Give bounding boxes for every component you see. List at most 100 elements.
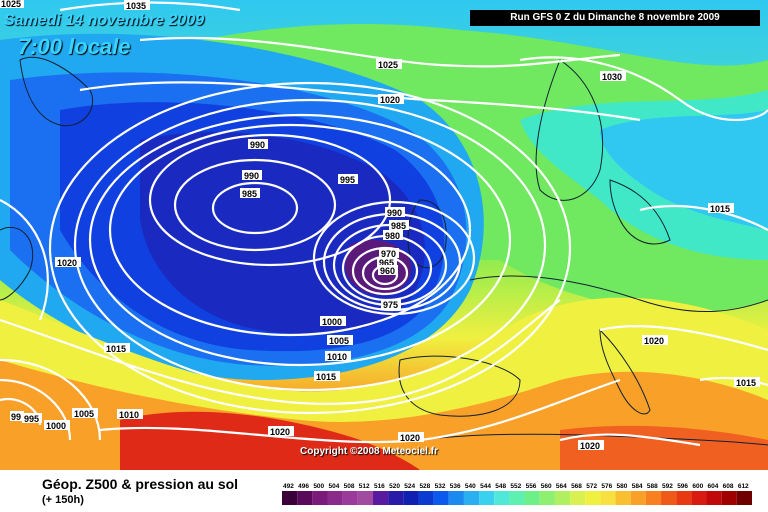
isobar-label: 990 <box>385 207 405 218</box>
scale-swatch <box>448 491 464 505</box>
scale-swatch <box>433 491 449 505</box>
coastline-canada <box>0 226 34 301</box>
isobar-label: 995 <box>338 174 358 185</box>
scale-tick-label: 548 <box>495 483 506 490</box>
scale-swatch <box>357 491 373 505</box>
forecast-date: Samedi 14 novembre 2009 <box>4 12 205 29</box>
scale-tick-label: 516 <box>374 483 385 490</box>
scale-tick-label: 604 <box>708 483 719 490</box>
isobar-1010 <box>48 81 572 415</box>
svg-text:1020: 1020 <box>580 441 600 451</box>
scale-tick-label: 588 <box>647 483 658 490</box>
isobar-label: 965 <box>377 257 397 268</box>
scale-tick-label: 552 <box>510 483 521 490</box>
scale-tick-label: 504 <box>328 483 339 490</box>
scale-tick-label: 564 <box>556 483 567 490</box>
coastline-europe-mainland <box>469 275 768 313</box>
isobar-label: 985 <box>389 220 409 231</box>
isobar-label: 1015 <box>314 371 340 382</box>
scale-tick-label: 560 <box>541 483 552 490</box>
legend-title: Géop. Z500 & pression au sol <box>42 476 239 492</box>
scale-swatch <box>327 491 343 505</box>
legend-subtitle: (+ 150h) <box>42 494 84 506</box>
svg-text:1020: 1020 <box>380 95 400 105</box>
svg-text:985: 985 <box>242 189 257 199</box>
isobar-label: 1020 <box>398 432 424 443</box>
isobar-1015-south <box>0 299 561 406</box>
svg-text:1020: 1020 <box>644 336 664 346</box>
scale-tick-label: 576 <box>601 483 612 490</box>
isobar-label: 1020 <box>55 257 81 268</box>
svg-text:1000: 1000 <box>322 317 342 327</box>
svg-text:965: 965 <box>379 258 394 268</box>
svg-text:1005: 1005 <box>74 409 94 419</box>
scale-tick-label: 580 <box>617 483 628 490</box>
isobar-label: 985 <box>240 188 260 199</box>
color-scale: 492 496 500 504 508 512 516 520 524 528 532 536 540 5… <box>282 483 752 505</box>
scale-tick-label: 532 <box>435 483 446 490</box>
geopotential-pressure-map: 1035 1025 1020 1030 990 990 985 995 990 … <box>0 0 768 470</box>
isobar-label: 975 <box>381 299 401 310</box>
copyright-notice: Copyright ©2008 Meteociel.fr <box>300 446 438 457</box>
isobar-1000 <box>88 113 512 367</box>
scale-tick-label: 496 <box>298 483 309 490</box>
scale-tick-label: 492 <box>283 483 294 490</box>
scale-swatch <box>645 491 662 505</box>
isobar-1000-southwest <box>0 378 72 441</box>
isobar-990-west-inner <box>173 158 337 252</box>
scale-swatch <box>282 491 298 505</box>
isobar-1020-north <box>79 81 641 122</box>
svg-text:960: 960 <box>380 266 395 276</box>
scale-tick-label: 540 <box>465 483 476 490</box>
scale-swatch <box>706 491 722 505</box>
scale-swatch <box>403 491 419 505</box>
scale-swatch <box>297 491 313 505</box>
scale-swatch <box>554 491 571 505</box>
svg-text:1000: 1000 <box>46 421 66 431</box>
coastline-greenland <box>19 56 94 127</box>
scale-tick-label: 584 <box>632 483 643 490</box>
scale-swatch <box>630 491 646 505</box>
isobar-1015-east <box>639 204 768 231</box>
svg-text:995: 995 <box>24 414 39 424</box>
scale-swatch <box>388 491 404 505</box>
scale-tick-label: 512 <box>359 483 370 490</box>
svg-text:1010: 1010 <box>327 352 347 362</box>
svg-text:1020: 1020 <box>57 258 77 268</box>
coastline-baltic <box>609 179 671 245</box>
scale-swatch <box>479 491 495 505</box>
svg-text:1015: 1015 <box>316 372 336 382</box>
isobar-label: 1015 <box>104 343 130 354</box>
scale-swatch <box>615 491 631 505</box>
isobar-label: 1000 <box>44 420 70 431</box>
isobar-1015-west <box>0 199 49 321</box>
isobar-label: 1015 <box>734 377 760 388</box>
scale-tick-label: 536 <box>450 483 461 490</box>
isobar-label: 995 <box>22 413 42 424</box>
svg-text:990: 990 <box>387 208 402 218</box>
scale-tick-label: 592 <box>662 483 673 490</box>
scale-swatch <box>342 491 358 505</box>
isobar-label: 980 <box>383 230 403 241</box>
isobar-label: 1030 <box>600 71 626 82</box>
scale-swatch <box>509 491 525 505</box>
isobar-990-west <box>148 133 392 267</box>
band-sky-north <box>600 110 768 230</box>
svg-text:995: 995 <box>340 175 355 185</box>
scale-tick-label: 524 <box>404 483 415 490</box>
isobar-1030-north <box>519 56 768 121</box>
svg-text:985: 985 <box>391 221 406 231</box>
svg-text:99: 99 <box>11 412 21 422</box>
isobar-1020-east <box>599 324 768 352</box>
svg-text:1025: 1025 <box>378 60 398 70</box>
isobar-label: 1005 <box>327 335 353 346</box>
svg-text:1025: 1025 <box>1 0 21 9</box>
scale-swatch <box>585 491 601 505</box>
isobar-label: 990 <box>242 170 262 181</box>
scale-swatch <box>312 491 328 505</box>
isobar-low-990 <box>312 200 476 316</box>
isobar-1005-southwest <box>0 358 102 441</box>
forecast-time: 7:00 locale <box>18 34 131 59</box>
isobar-985-west <box>211 181 299 235</box>
isobar-1020-southeast <box>559 433 701 447</box>
